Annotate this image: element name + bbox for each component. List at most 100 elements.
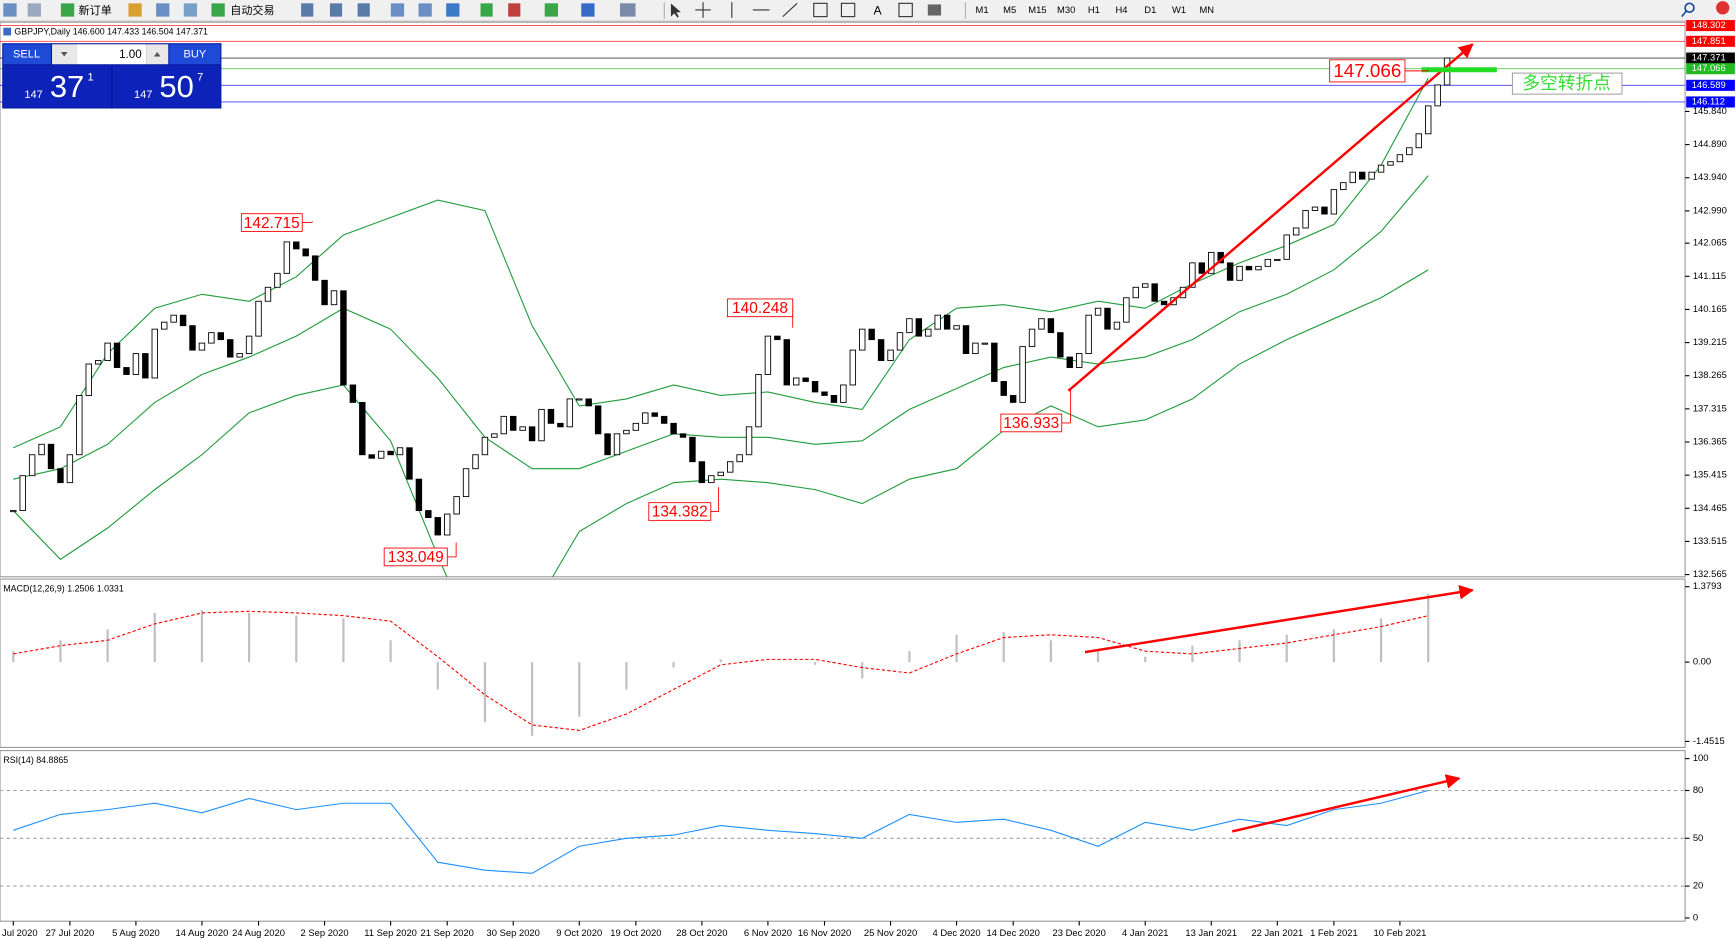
arrows-tool[interactable] (927, 4, 942, 16)
icon[interactable] (329, 3, 343, 17)
crosshair-tool[interactable] (695, 2, 711, 18)
y-tick-label: 143.940 (1693, 171, 1727, 182)
candle (510, 415, 517, 431)
price-panel (0, 21, 1686, 578)
text-tool[interactable]: A (874, 3, 883, 17)
macd-layer (12, 593, 1430, 736)
icon[interactable] (480, 3, 493, 17)
candle (566, 398, 574, 428)
timeframe-button[interactable]: M5 (1003, 4, 1016, 15)
macd-bar (530, 662, 534, 736)
timeframe-button[interactable]: D1 (1144, 4, 1156, 15)
macd-panel (0, 578, 1686, 748)
cursor-tool[interactable] (670, 3, 681, 18)
candle (38, 443, 45, 456)
candle (236, 353, 243, 358)
candle (1009, 394, 1017, 403)
lot-down-arrow (60, 52, 68, 57)
candle (1255, 265, 1262, 271)
periods[interactable] (581, 3, 595, 17)
timeframe-bar: M1 M5 M15 M30 H1 H4 D1 W1 MN (975, 4, 1214, 15)
timeframe-button[interactable]: H1 (1088, 4, 1100, 15)
zoom-in[interactable] (390, 3, 405, 17)
price-tag (1686, 20, 1735, 32)
indicators[interactable] (544, 3, 558, 17)
candle (1019, 346, 1026, 403)
candle (991, 342, 998, 382)
templates[interactable] (620, 3, 636, 17)
new-order-icon[interactable] (60, 3, 75, 17)
y-tick-label: 134.465 (1693, 502, 1727, 513)
candle (1358, 171, 1366, 180)
alert-icon[interactable] (1716, 1, 1730, 15)
macd-bar (295, 615, 298, 663)
timeframe-button[interactable]: M30 (1057, 4, 1075, 15)
macd-bar (106, 629, 109, 663)
sell-button[interactable] (3, 44, 51, 65)
icon[interactable] (446, 3, 460, 17)
fibo-tool[interactable] (840, 2, 856, 18)
lot-value: 1.00 (119, 48, 142, 61)
icon[interactable] (27, 3, 41, 17)
candle (868, 328, 875, 341)
y-tick-label: 141.115 (1693, 270, 1726, 281)
buy-button[interactable] (169, 44, 221, 65)
icon[interactable] (508, 3, 521, 17)
timeframe-button[interactable]: H4 (1116, 4, 1128, 15)
x-tick-label: 6 Nov 2020 (744, 927, 792, 938)
auto-trading-icon[interactable] (211, 3, 225, 17)
candle (189, 325, 196, 351)
x-tick-label: 17 Jul 2020 (0, 927, 38, 938)
macd-title: MACD(12,26,9) 1.2506 1.0331 (3, 583, 124, 593)
lot-input[interactable] (76, 44, 147, 65)
timeframe-button[interactable]: W1 (1172, 4, 1186, 15)
icon[interactable] (183, 3, 198, 17)
macd-bar (59, 640, 62, 663)
price-tag (1686, 35, 1735, 47)
candle (1047, 318, 1055, 334)
channel-tool[interactable] (813, 2, 828, 18)
candle (406, 447, 413, 480)
candle (1226, 262, 1234, 281)
zoom-out[interactable] (418, 3, 432, 17)
candle (859, 328, 866, 351)
search-icon[interactable] (1684, 2, 1695, 14)
x-tick-label: 21 Sep 2020 (421, 927, 474, 938)
sell-pips: 37 (50, 69, 84, 104)
x-tick-label: 13 Jan 2021 (1185, 927, 1237, 938)
timeframe-button[interactable]: MN (1199, 4, 1214, 15)
macd-bar (672, 662, 675, 668)
candle (283, 241, 291, 274)
trendline-tool[interactable] (782, 2, 798, 18)
candle (57, 468, 64, 484)
x-tick-label: 14 Aug 2020 (176, 927, 229, 938)
label-tool[interactable] (898, 2, 913, 18)
macd-bar (908, 651, 911, 663)
candle (443, 513, 451, 536)
x-tick-label: 16 Nov 2020 (798, 927, 851, 938)
candle (1302, 210, 1309, 229)
timeframe-button[interactable]: M1 (975, 4, 988, 15)
candle (840, 384, 847, 403)
timeframe-button[interactable]: M15 (1028, 4, 1046, 15)
auto-trading-button[interactable]: 自动交易 (230, 3, 274, 17)
macd-bar (1191, 645, 1194, 663)
price-label: 134.382 (652, 504, 708, 521)
sell-quote[interactable] (3, 65, 111, 108)
candle (19, 475, 26, 511)
icon[interactable] (128, 3, 142, 17)
candle (576, 398, 583, 401)
icon[interactable] (3, 3, 17, 17)
icon[interactable] (156, 3, 170, 17)
candle (1321, 206, 1328, 215)
buy-quote[interactable] (112, 65, 221, 108)
price-layer (0, 25, 1686, 577)
new-order-button[interactable]: 新订单 (79, 3, 112, 17)
price-tag (1686, 96, 1735, 108)
candle (1406, 147, 1413, 156)
icon[interactable] (301, 3, 314, 17)
x-tick-label: 5 Aug 2020 (112, 927, 160, 938)
candle (1160, 300, 1168, 306)
macd-bar (483, 662, 487, 723)
icon[interactable] (357, 3, 370, 17)
